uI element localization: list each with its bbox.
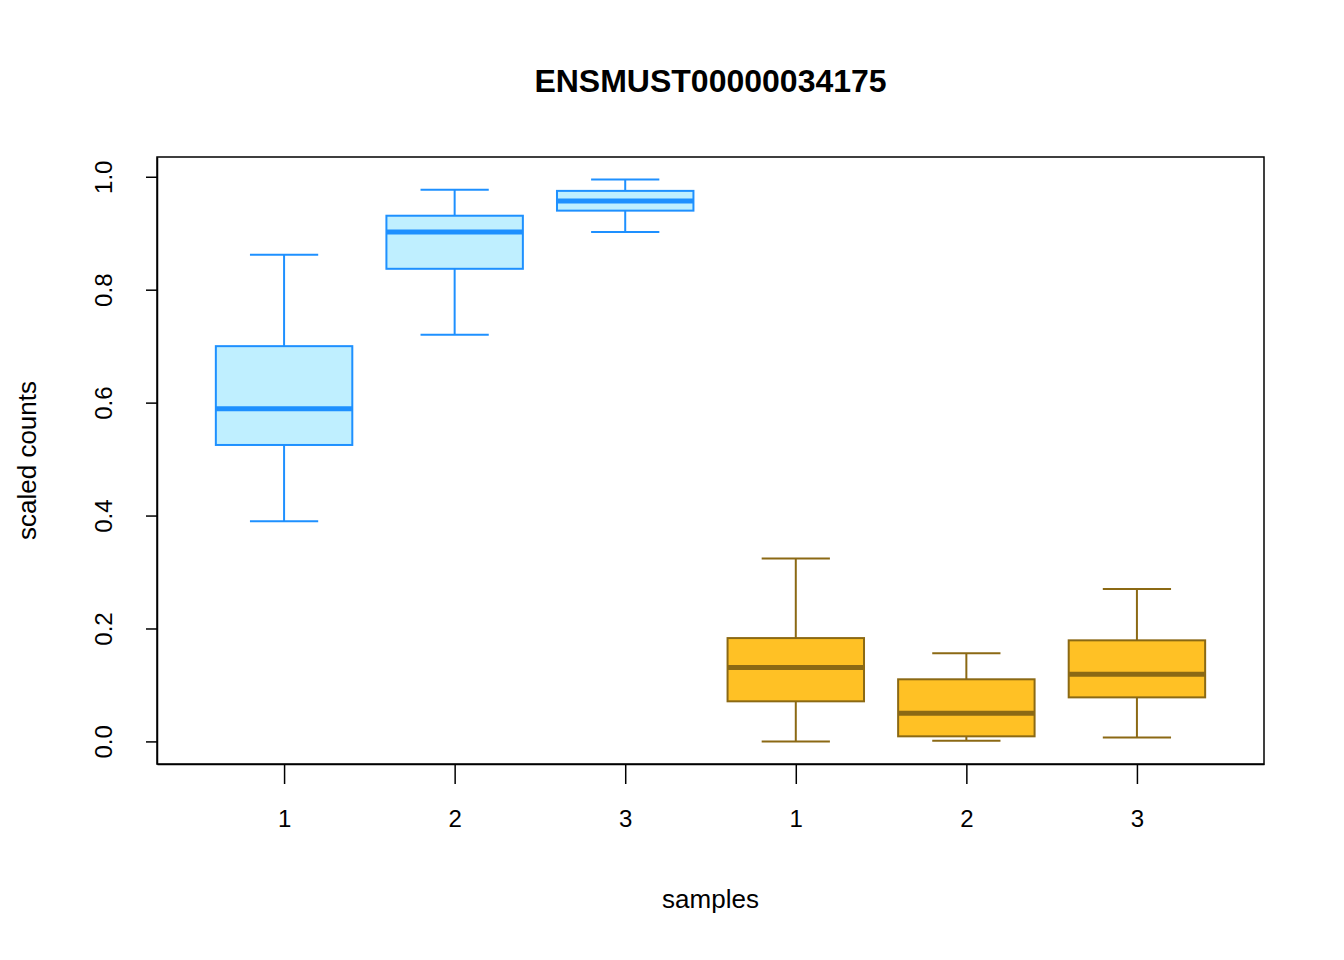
y-tick: 0.0 [90, 725, 157, 758]
x-tick: 2 [960, 764, 973, 832]
y-tick-mark [146, 177, 157, 179]
upper-cap [1103, 588, 1171, 590]
y-tick-mark [146, 515, 157, 517]
y-tick-label: 1.0 [90, 161, 117, 194]
lower-cap [250, 520, 318, 522]
median-line [1069, 672, 1205, 677]
y-axis: 0.0 0.2 0.4 0.6 0.8 1.0 [90, 158, 158, 765]
x-tick-label: 3 [1131, 805, 1144, 832]
box [386, 190, 522, 335]
y-tick: 0.6 [90, 386, 157, 419]
x-tick-label: 2 [960, 805, 973, 832]
lower-whisker [624, 211, 626, 232]
y-tick: 0.4 [90, 499, 157, 532]
upper-cap [250, 254, 318, 256]
y-tick: 1.0 [90, 161, 157, 194]
x-axis: 1 2 3 1 2 3 [158, 764, 1265, 832]
y-tick-label: 0.2 [90, 612, 117, 645]
x-tick: 1 [790, 764, 803, 832]
y-tick-label: 0.8 [90, 274, 117, 307]
box [1069, 589, 1205, 738]
plot-frame [157, 157, 1264, 764]
box-body [728, 638, 864, 701]
upper-whisker [795, 558, 797, 638]
median-line [386, 230, 522, 235]
upper-cap [762, 557, 830, 559]
box-body [216, 346, 352, 445]
x-tick: 2 [448, 764, 461, 832]
x-tick-label: 3 [619, 805, 632, 832]
box-body [1069, 640, 1205, 697]
y-tick: 0.8 [90, 274, 157, 307]
upper-whisker [624, 180, 626, 191]
x-tick-mark [1137, 764, 1139, 784]
box [216, 255, 352, 522]
x-tick-mark [284, 764, 286, 784]
box [557, 180, 693, 233]
y-tick-mark [146, 289, 157, 291]
lower-cap [421, 334, 489, 336]
box-body [898, 679, 1034, 736]
lower-whisker [454, 269, 456, 335]
x-tick-mark [454, 764, 456, 784]
median-line [216, 406, 352, 411]
upper-whisker [1136, 589, 1138, 640]
median-line [557, 199, 693, 204]
upper-whisker [965, 653, 967, 679]
x-axis-title: samples [662, 884, 759, 914]
y-axis-title: scaled counts [12, 381, 42, 540]
lower-cap [1103, 736, 1171, 738]
y-tick-mark [146, 402, 157, 404]
box-body [386, 216, 522, 269]
y-tick-mark [146, 741, 157, 743]
plot-area [216, 180, 1205, 742]
median-line [728, 665, 864, 670]
lower-cap [762, 740, 830, 742]
x-tick-mark [625, 764, 627, 784]
lower-whisker [283, 445, 285, 521]
upper-cap [421, 189, 489, 191]
median-line [898, 711, 1034, 716]
box-body [557, 191, 693, 211]
chart: ENSMUST00000034175 samples scaled counts 0.… [0, 0, 1344, 960]
y-tick-mark [146, 628, 157, 630]
lower-cap [932, 740, 1000, 742]
y-tick-label: 0.6 [90, 386, 117, 419]
lower-whisker [795, 701, 797, 741]
y-tick-label: 0.0 [90, 725, 117, 758]
x-tick-mark [966, 764, 968, 784]
lower-whisker [1136, 697, 1138, 737]
x-tick: 1 [278, 764, 291, 832]
y-tick-label: 0.4 [90, 499, 117, 532]
upper-whisker [283, 255, 285, 346]
lower-cap [591, 231, 659, 233]
x-tick-label: 1 [278, 805, 291, 832]
box [898, 653, 1034, 741]
x-tick-label: 1 [790, 805, 803, 832]
x-tick: 3 [1131, 764, 1144, 832]
upper-cap [932, 652, 1000, 654]
box [728, 558, 864, 741]
upper-whisker [454, 190, 456, 216]
x-tick: 3 [619, 764, 632, 832]
x-tick-mark [796, 764, 798, 784]
y-tick: 0.2 [90, 612, 157, 645]
upper-cap [591, 179, 659, 181]
chart-title: ENSMUST00000034175 [534, 63, 886, 99]
x-tick-label: 2 [448, 805, 461, 832]
